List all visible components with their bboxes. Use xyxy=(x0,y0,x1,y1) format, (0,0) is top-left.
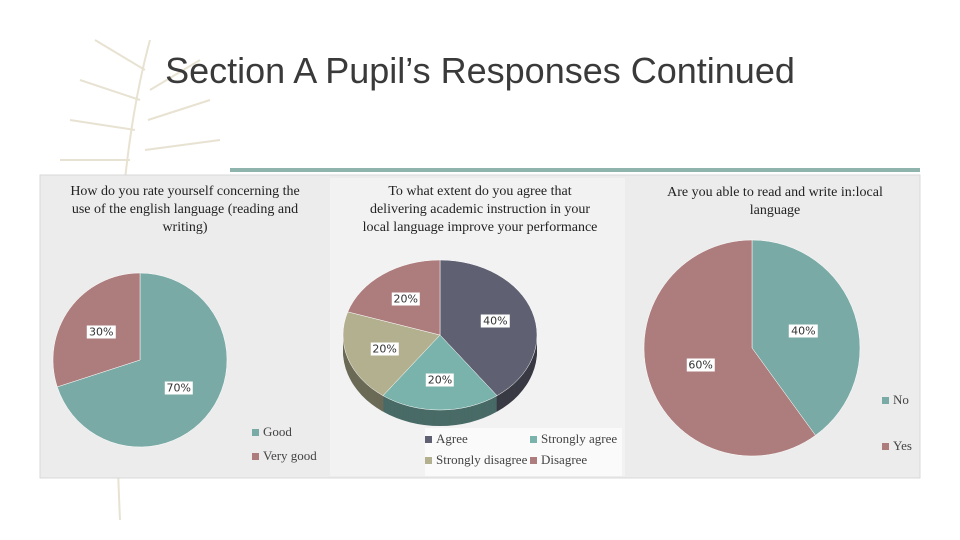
legend-label: Strongly disagree xyxy=(436,452,528,467)
legend-label: Good xyxy=(263,424,292,439)
legend-label: Yes xyxy=(893,438,912,453)
legend-entry: Agree xyxy=(425,431,468,447)
slice xyxy=(56,272,228,448)
slice xyxy=(382,334,498,411)
legend-swatch xyxy=(425,435,432,443)
legend-entry: Strongly disagree xyxy=(425,452,527,468)
legend-label: Strongly agree xyxy=(541,431,618,446)
value-label: 70% xyxy=(164,381,193,395)
legend-label: No xyxy=(893,392,909,407)
value-label: 30% xyxy=(87,325,116,339)
value-label: 20% xyxy=(370,342,399,356)
legend-swatch xyxy=(530,456,537,464)
value-label: 20% xyxy=(391,292,421,306)
accent-line xyxy=(230,168,920,172)
value-label: 60% xyxy=(686,358,715,372)
slide-title: Section A Pupil’s Responses Continued xyxy=(165,50,795,91)
value-label: 20% xyxy=(425,373,455,387)
slice xyxy=(439,259,538,396)
legend-swatch xyxy=(252,452,259,460)
legend-swatch xyxy=(882,442,889,450)
value-label: 40% xyxy=(481,314,510,328)
legend-swatch xyxy=(252,428,259,436)
legend-label: Agree xyxy=(436,431,468,446)
legend-label: Very good xyxy=(263,448,317,463)
legend-swatch xyxy=(882,396,889,404)
legend-entry: Strongly agree xyxy=(530,431,617,447)
legend-box xyxy=(425,428,622,476)
legend-swatch xyxy=(425,456,432,464)
slice xyxy=(643,239,816,457)
value-label: 40% xyxy=(789,324,818,338)
legend-entry: Disagree xyxy=(530,452,587,468)
legend-entry: Good xyxy=(252,424,292,440)
chart-title: How do you rate yourself concerning the … xyxy=(70,184,300,235)
legend-entry: No xyxy=(882,392,909,408)
feather-barbs xyxy=(60,39,221,161)
legend-entry: Yes xyxy=(882,438,912,454)
legend-entry: Very good xyxy=(252,448,317,464)
legend-label: Disagree xyxy=(541,452,588,467)
legend-swatch xyxy=(530,435,537,443)
chart-title: To what extent do you agree that deliver… xyxy=(362,184,598,235)
chart-title: Are you able to read and write in:local … xyxy=(667,185,883,218)
